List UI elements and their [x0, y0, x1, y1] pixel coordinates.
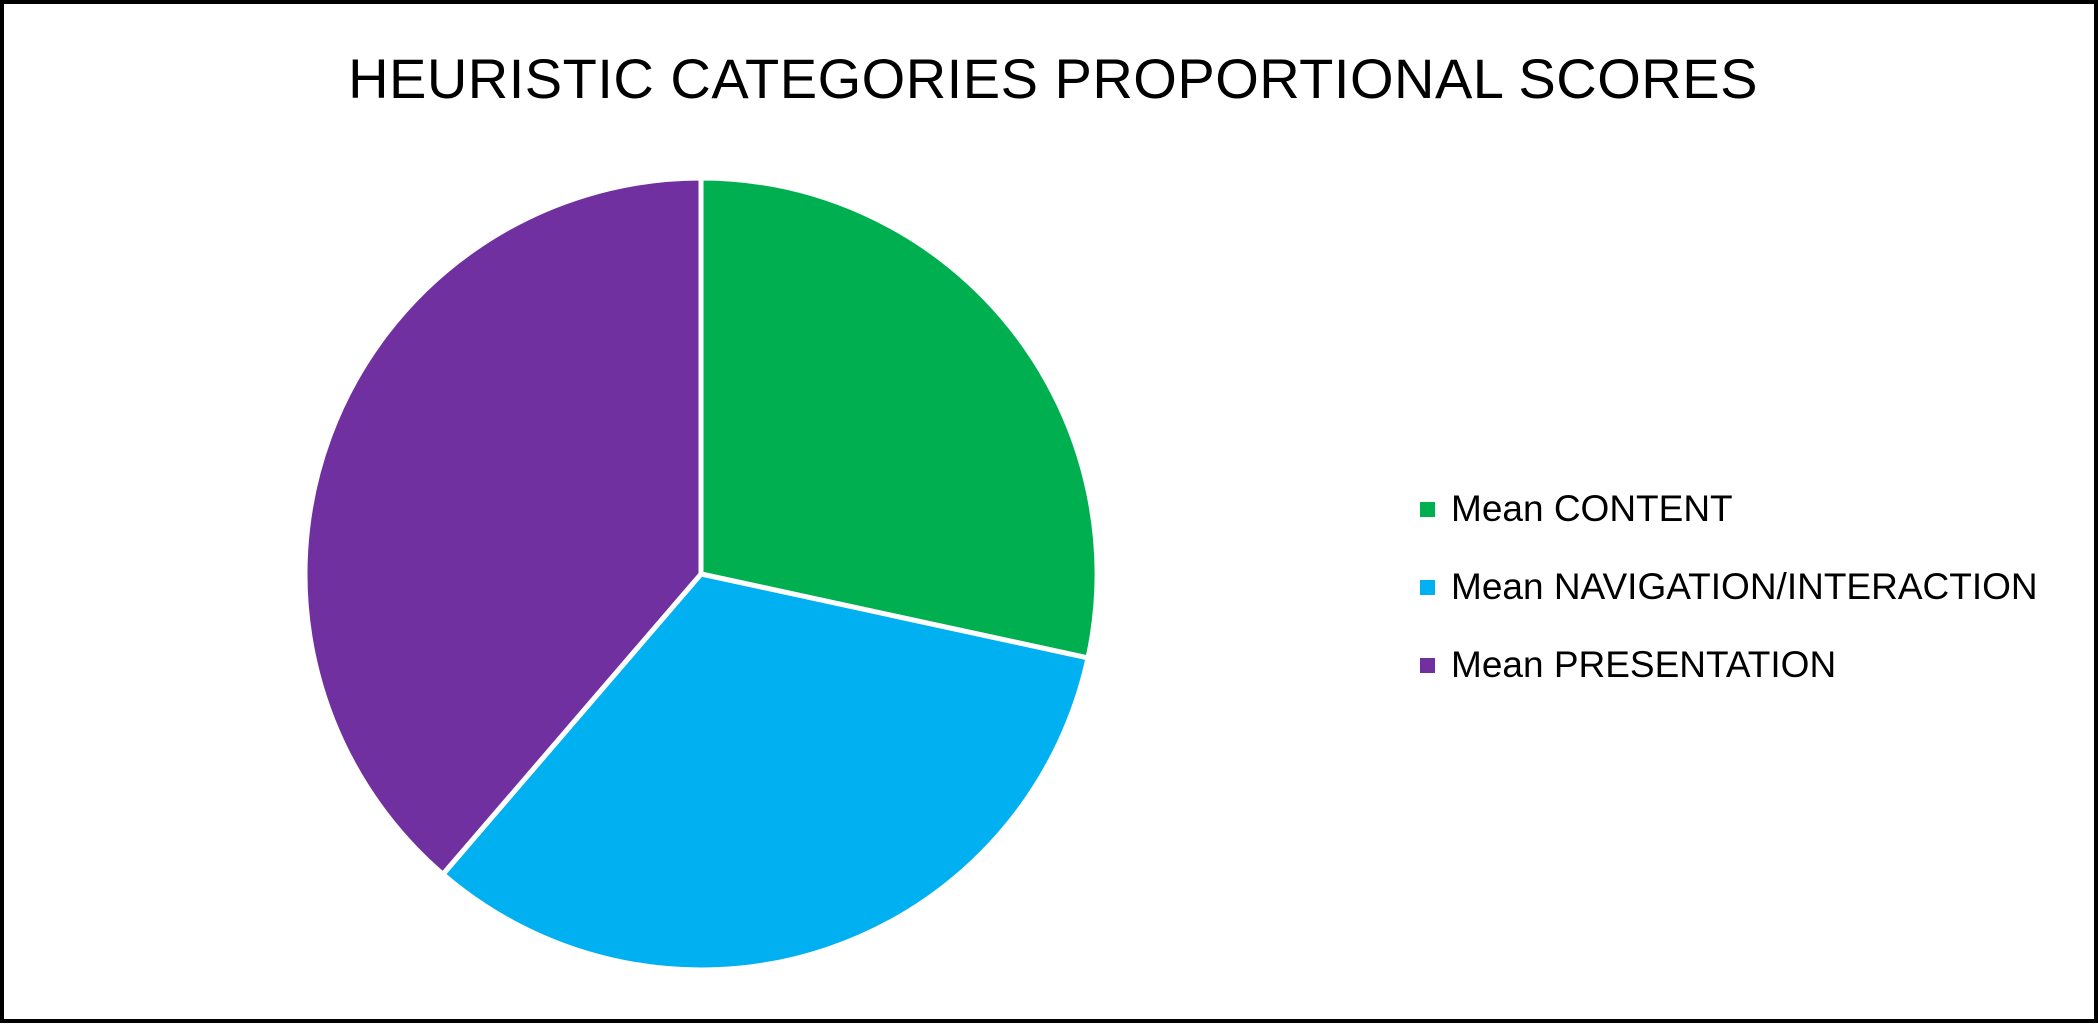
- legend-item-presentation: Mean PRESENTATION: [1420, 626, 2038, 704]
- pie-slice-presentation: [302, 175, 704, 877]
- legend: Mean CONTENT Mean NAVIGATION/INTERACTION…: [1420, 470, 2038, 704]
- legend-label-navigation-interaction: Mean NAVIGATION/INTERACTION: [1451, 566, 2038, 607]
- legend-swatch-navigation-interaction: [1420, 579, 1435, 595]
- pie-slice-content: [698, 175, 1100, 661]
- legend-swatch-presentation: [1420, 657, 1435, 673]
- legend-label-presentation: Mean PRESENTATION: [1451, 644, 1837, 685]
- pie-slice-navigation-interaction: [440, 571, 1091, 973]
- pie-chart: [302, 175, 1100, 973]
- legend-item-content: Mean CONTENT: [1420, 470, 2038, 548]
- legend-item-navigation-interaction: Mean NAVIGATION/INTERACTION: [1420, 548, 2038, 626]
- pie-slices: [302, 175, 1100, 973]
- legend-swatch-content: [1420, 501, 1435, 517]
- chart-title: HEURISTIC CATEGORIES PROPORTIONAL SCORES: [348, 47, 1758, 110]
- legend-label-content: Mean CONTENT: [1451, 488, 1733, 529]
